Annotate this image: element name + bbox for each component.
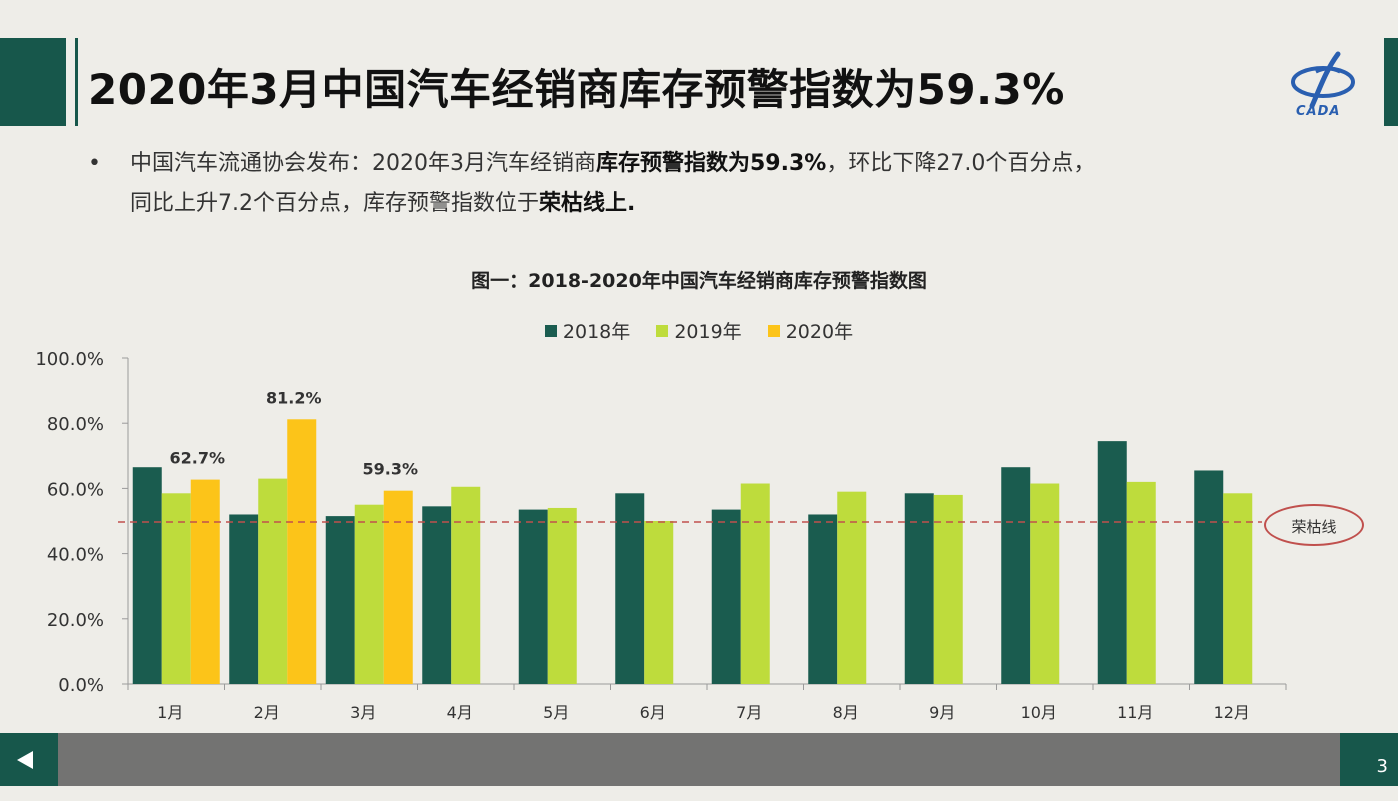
y-tick-label: 40.0% <box>47 545 104 566</box>
summary-line1-text: 中国汽车流通协会发布：2020年3月汽车经销商 <box>130 151 596 176</box>
x-tick-label: 4月 <box>447 703 473 722</box>
y-tick-label: 60.0% <box>47 479 104 500</box>
logo-text: CADA <box>1296 104 1341 119</box>
bar-2019年-9月 <box>933 494 963 684</box>
bar-2018年-6月 <box>615 493 645 684</box>
right-accent-block <box>1384 38 1398 126</box>
data-label: 59.3% <box>362 460 418 479</box>
bar-2019年-2月 <box>258 478 288 684</box>
bar-2018年-5月 <box>518 509 548 684</box>
bar-2019年-5月 <box>547 507 577 684</box>
x-tick-label: 5月 <box>543 703 569 722</box>
x-tick-label: 11月 <box>1117 703 1153 722</box>
legend-item-2020: 2020年 <box>767 317 854 344</box>
bar-2018年-11月 <box>1097 441 1127 684</box>
chart-title: 图一：2018-2020年中国汽车经销商库存预警指数图 <box>471 270 927 292</box>
x-tick-label: 6月 <box>640 703 666 722</box>
bar-2019年-4月 <box>451 486 481 684</box>
title-accent-block <box>0 38 66 126</box>
bar-2020年-3月 <box>383 490 413 684</box>
x-tick-label: 12月 <box>1214 703 1250 722</box>
bar-2019年-8月 <box>837 491 867 684</box>
bar-2018年-9月 <box>904 493 934 684</box>
y-tick-label: 80.0% <box>47 414 104 435</box>
bar-2018年-1月 <box>132 467 162 684</box>
page-number: 3 <box>1376 756 1388 777</box>
bar-2019年-10月 <box>1030 483 1060 684</box>
bar-2019年-6月 <box>644 521 674 684</box>
bar-2018年-10月 <box>1001 467 1031 684</box>
legend-item-2019: 2019年 <box>656 317 742 344</box>
bar-2018年-12月 <box>1194 470 1224 684</box>
bar-2019年-11月 <box>1126 481 1156 684</box>
cada-logo-icon <box>1291 51 1355 109</box>
x-tick-label: 2月 <box>254 703 280 722</box>
page-title: 2020年3月中国汽车经销商库存预警指数为59.3% <box>88 65 1065 114</box>
y-tick-label: 100.0% <box>35 349 104 370</box>
summary-line2-highlight: 荣枯线上. <box>539 191 636 216</box>
bar-2019年-3月 <box>354 504 384 684</box>
legend-item-2018: 2018年 <box>544 317 631 344</box>
footer-bar <box>0 733 1398 786</box>
x-tick-label: 3月 <box>350 703 376 722</box>
x-tick-label: 8月 <box>833 703 859 722</box>
legend-swatch-2018 <box>544 324 557 337</box>
legend-swatch-2020 <box>767 324 780 337</box>
page-number-box <box>1340 733 1398 786</box>
bar-2019年-1月 <box>161 493 191 684</box>
bar-2020年-2月 <box>287 419 317 684</box>
legend-label-2018: 2018年 <box>562 321 631 343</box>
y-tick-label: 20.0% <box>47 610 104 631</box>
bar-2018年-2月 <box>229 514 259 684</box>
legend-label-2019: 2019年 <box>674 321 742 343</box>
summary-bullet: • 中国汽车流通协会发布：2020年3月汽车经销商库存预警指数为59.3%，环比… <box>88 144 1378 224</box>
summary-line1-highlight: 库存预警指数为59.3% <box>596 151 827 176</box>
summary-text: 中国汽车流通协会发布：2020年3月汽车经销商库存预警指数为59.3%，环比下降… <box>130 144 1378 224</box>
data-label: 81.2% <box>266 388 322 407</box>
reference-line-label: 荣枯线 <box>1264 504 1364 546</box>
title-accent-rule <box>75 38 78 126</box>
bar-chart: 0.0% 20.0% 40.0% 60.0% 80.0% 100.0% 1月 2月 3月 4月 5月… <box>35 349 1287 722</box>
x-tick-label: 7月 <box>736 703 762 722</box>
legend-swatch-2019 <box>656 324 669 337</box>
bar-2018年-3月 <box>325 516 355 684</box>
legend-label-2020: 2020年 <box>785 321 854 343</box>
bar-2020年-1月 <box>190 479 220 684</box>
summary-line1-rest: ，环比下降27.0个百分点， <box>826 151 1096 176</box>
bullet-dot: • <box>88 151 101 176</box>
bar-2019年-7月 <box>740 483 770 684</box>
bar-2019年-12月 <box>1223 493 1253 684</box>
prev-arrow-icon[interactable] <box>17 751 33 769</box>
bar-2018年-4月 <box>422 506 452 684</box>
x-tick-label: 10月 <box>1021 703 1057 722</box>
bar-2018年-7月 <box>711 509 741 684</box>
y-tick-label: 0.0% <box>58 675 104 696</box>
bar-2018年-8月 <box>808 514 838 684</box>
data-label: 62.7% <box>169 449 225 468</box>
chart-legend: 2018年 2019年 2020年 <box>0 317 1398 344</box>
summary-line2-text: 同比上升7.2个百分点，库存预警指数位于 <box>130 191 539 216</box>
x-tick-label: 9月 <box>929 703 955 722</box>
x-tick-label: 1月 <box>157 703 183 722</box>
